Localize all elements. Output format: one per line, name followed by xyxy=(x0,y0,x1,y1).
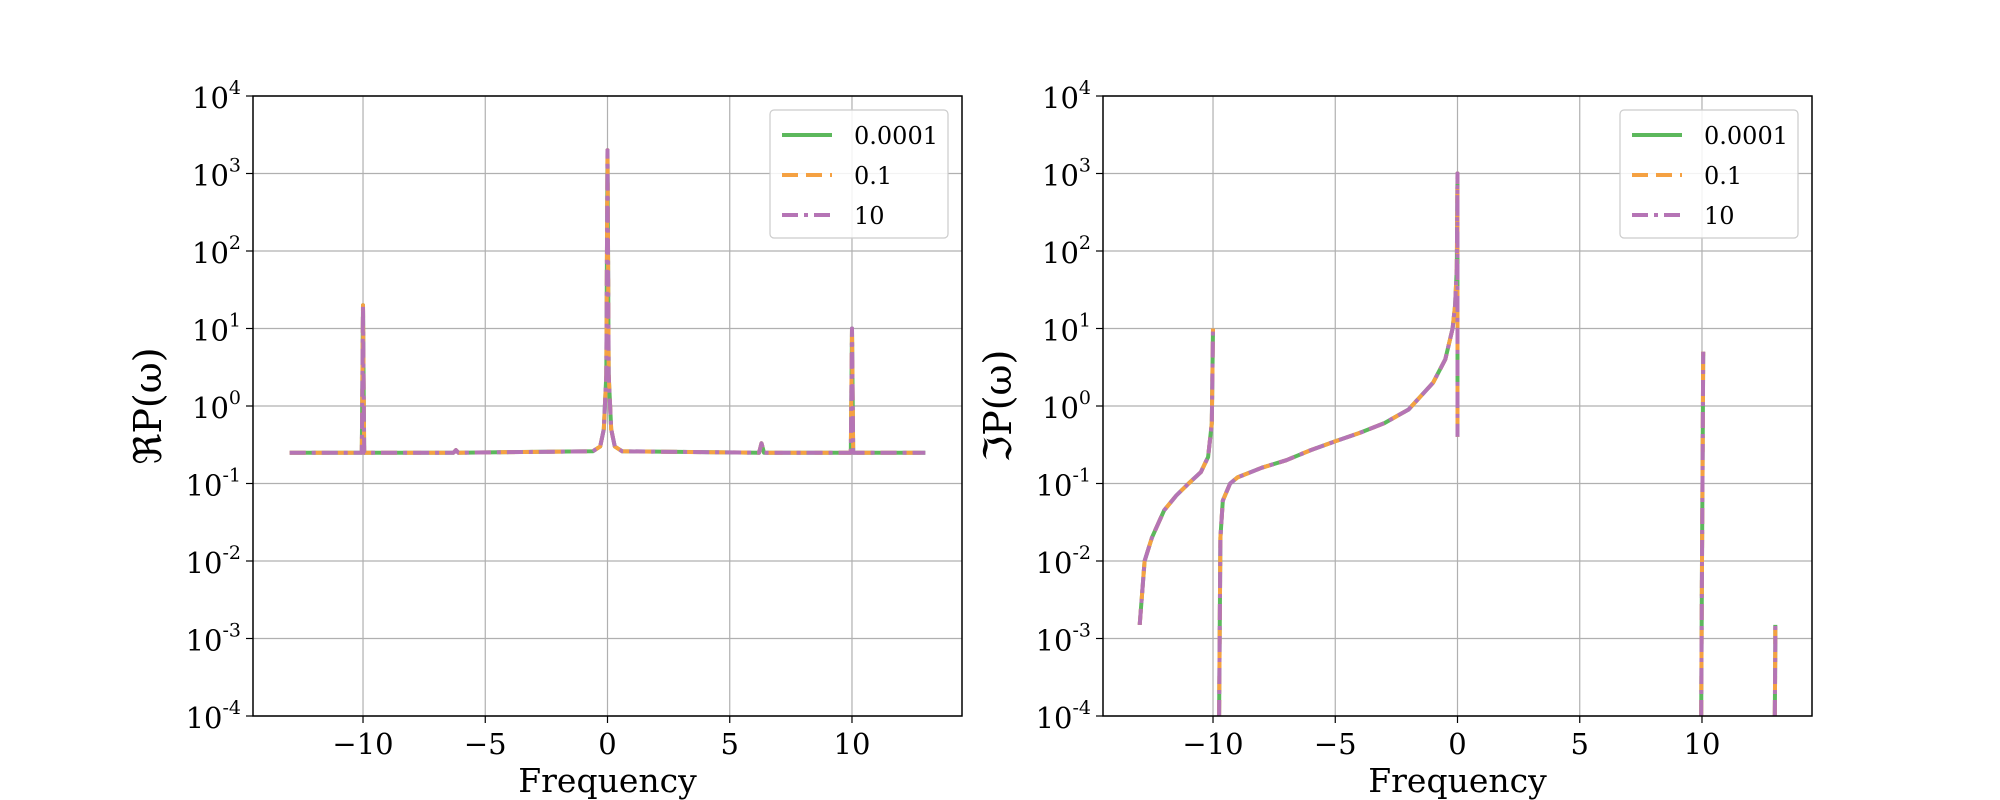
x-tick-label-0: −10 xyxy=(332,727,393,761)
x-tick-label-4: 10 xyxy=(1684,727,1721,761)
y-tick-label-1: 103 xyxy=(192,155,241,193)
legend-box xyxy=(1619,109,1799,239)
series-2-line-2 xyxy=(1699,351,1706,716)
y-tick-label-5: 10-1 xyxy=(1036,465,1091,503)
x-tick-label-3: 5 xyxy=(721,727,739,761)
series-2-line-1 xyxy=(1217,171,1460,716)
y-tick-label-7: 10-3 xyxy=(186,620,241,658)
series-2-line-0 xyxy=(1137,328,1215,626)
legend-label-2: 10 xyxy=(854,202,885,230)
y-tick-label-1: 103 xyxy=(1042,155,1091,193)
legend-label-0: 0.0001 xyxy=(1704,122,1788,150)
y-tick-label-3: 101 xyxy=(1042,310,1091,348)
x-tick-label-1: −5 xyxy=(1314,727,1357,761)
y-tick-label-8: 10-4 xyxy=(186,697,241,735)
series-0-line-1 xyxy=(1217,171,1460,716)
y-tick-label-8: 10-4 xyxy=(1036,697,1091,735)
legend-label-1: 0.1 xyxy=(854,162,892,190)
legend-box xyxy=(769,109,949,239)
y-tick-label-0: 104 xyxy=(192,77,241,115)
legend: 0.0001 0.1 10 xyxy=(769,109,949,239)
y-tick-label-0: 104 xyxy=(1042,77,1091,115)
y-tick-label-6: 10-2 xyxy=(186,542,241,580)
legend-label-2: 10 xyxy=(1704,202,1735,230)
panel-imaginary: −10 −5 0 5 10 104 103 102 101 100 10-1 10-2 10-3 10-4… xyxy=(976,77,1813,800)
x-tick-label-0: −10 xyxy=(1182,727,1243,761)
panel-real: −10 −5 0 5 10 104 103 102 101 100 10-1 10-2 10-3 10-4… xyxy=(126,77,963,800)
series-group xyxy=(289,148,926,455)
x-tick-label-2: 0 xyxy=(598,727,616,761)
y-tick-label-4: 100 xyxy=(1042,387,1091,425)
series-2-line-0 xyxy=(289,148,926,455)
legend: 0.0001 0.1 10 xyxy=(1619,109,1799,239)
series-1-line-3 xyxy=(1772,624,1778,716)
y-tick-label-5: 10-1 xyxy=(186,465,241,503)
x-axis-label: Frequency xyxy=(1368,761,1547,800)
y-axis-label: ℑP(ω) xyxy=(976,350,1020,463)
series-2-line-3 xyxy=(1772,624,1778,716)
series-0-line-0 xyxy=(1137,328,1215,626)
legend-label-0: 0.0001 xyxy=(854,122,938,150)
y-tick-label-2: 102 xyxy=(192,232,241,270)
series-1-line-0 xyxy=(1137,328,1215,626)
y-tick-label-6: 10-2 xyxy=(1036,542,1091,580)
y-axis-label: ℜP(ω) xyxy=(126,347,170,464)
series-group xyxy=(1137,171,1778,716)
x-tick-label-2: 0 xyxy=(1448,727,1466,761)
x-tick-label-4: 10 xyxy=(834,727,871,761)
series-1-line-1 xyxy=(1217,171,1460,716)
x-tick-label-1: −5 xyxy=(464,727,507,761)
y-tick-label-4: 100 xyxy=(192,387,241,425)
y-tick-label-2: 102 xyxy=(1042,232,1091,270)
legend-label-1: 0.1 xyxy=(1704,162,1742,190)
y-tick-label-3: 101 xyxy=(192,310,241,348)
y-tick-label-7: 10-3 xyxy=(1036,620,1091,658)
x-tick-label-3: 5 xyxy=(1571,727,1589,761)
x-axis-label: Frequency xyxy=(518,761,697,800)
